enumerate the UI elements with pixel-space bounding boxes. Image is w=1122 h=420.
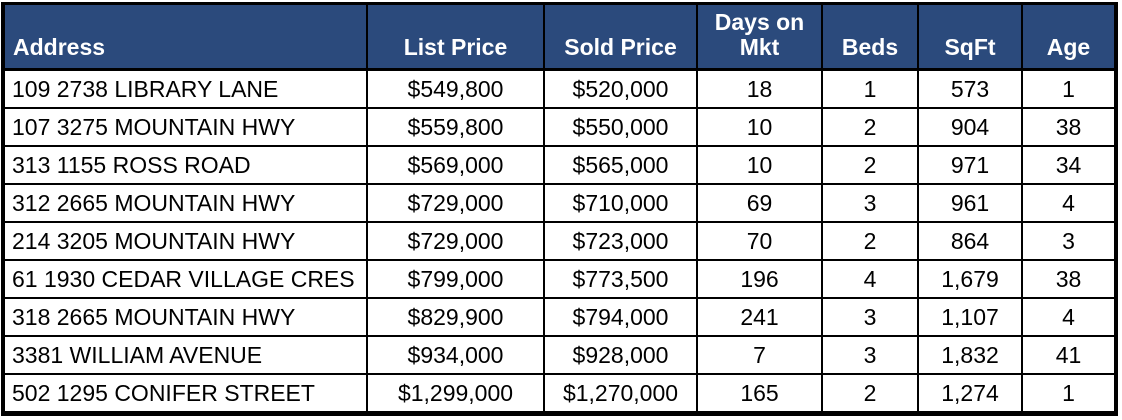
cell-address[interactable]: 3381 WILLIAM AVENUE xyxy=(2,335,368,375)
cell-sqft[interactable]: 1,679 xyxy=(917,259,1023,299)
cell-list_price[interactable]: $729,000 xyxy=(366,221,545,261)
cell-sqft[interactable]: 573 xyxy=(917,68,1023,109)
cell-beds[interactable]: 3 xyxy=(821,335,919,375)
table-row: 502 1295 CONIFER STREET $1,299,000 $1,270,… xyxy=(2,373,1117,415)
cell-beds[interactable]: 3 xyxy=(821,183,919,223)
cell-address[interactable]: 312 2665 MOUNTAIN HWY xyxy=(2,183,368,223)
cell-sold_price[interactable]: $520,000 xyxy=(543,68,698,109)
cell-days_on_mkt[interactable]: 241 xyxy=(696,297,823,337)
cell-age[interactable]: 4 xyxy=(1021,183,1117,223)
cell-age[interactable]: 1 xyxy=(1021,373,1117,415)
column-header-beds[interactable]: Beds xyxy=(821,2,919,71)
cell-age[interactable]: 38 xyxy=(1021,107,1117,147)
cell-beds[interactable]: 2 xyxy=(821,221,919,261)
cell-sqft[interactable]: 864 xyxy=(917,221,1023,261)
header-row: Address List Price Sold Price Days on Mkt Be… xyxy=(2,2,1117,71)
cell-age[interactable]: 4 xyxy=(1021,297,1117,337)
cell-age[interactable]: 34 xyxy=(1021,145,1117,185)
cell-sqft[interactable]: 1,832 xyxy=(917,335,1023,375)
cell-address[interactable]: 214 3205 MOUNTAIN HWY xyxy=(2,221,368,261)
table-row: 312 2665 MOUNTAIN HWY $729,000 $710,000 69 3… xyxy=(2,183,1117,223)
cell-sold_price[interactable]: $723,000 xyxy=(543,221,698,261)
cell-age[interactable]: 1 xyxy=(1021,68,1117,109)
cell-days_on_mkt[interactable]: 10 xyxy=(696,107,823,147)
cell-days_on_mkt[interactable]: 10 xyxy=(696,145,823,185)
cell-sqft[interactable]: 961 xyxy=(917,183,1023,223)
cell-sqft[interactable]: 1,274 xyxy=(917,373,1023,415)
cell-list_price[interactable]: $549,800 xyxy=(366,68,545,109)
cell-beds[interactable]: 4 xyxy=(821,259,919,299)
cell-days_on_mkt[interactable]: 7 xyxy=(696,335,823,375)
cell-days_on_mkt[interactable]: 18 xyxy=(696,68,823,109)
cell-address[interactable]: 313 1155 ROSS ROAD xyxy=(2,145,368,185)
table-row: 61 1930 CEDAR VILLAGE CRES $799,000 $773,5… xyxy=(2,259,1117,299)
cell-address[interactable]: 109 2738 LIBRARY LANE xyxy=(2,68,368,109)
table-row: 109 2738 LIBRARY LANE $549,800 $520,000 18 1… xyxy=(2,68,1117,109)
table-body: 109 2738 LIBRARY LANE $549,800 $520,000 18 1… xyxy=(2,68,1117,415)
cell-list_price[interactable]: $569,000 xyxy=(366,145,545,185)
cell-list_price[interactable]: $1,299,000 xyxy=(366,373,545,415)
table-row: 3381 WILLIAM AVENUE $934,000 $928,000 7 3 1,8… xyxy=(2,335,1117,375)
cell-sold_price[interactable]: $773,500 xyxy=(543,259,698,299)
cell-age[interactable]: 38 xyxy=(1021,259,1117,299)
cell-days_on_mkt[interactable]: 70 xyxy=(696,221,823,261)
cell-address[interactable]: 61 1930 CEDAR VILLAGE CRES xyxy=(2,259,368,299)
cell-beds[interactable]: 3 xyxy=(821,297,919,337)
cell-days_on_mkt[interactable]: 196 xyxy=(696,259,823,299)
column-header-list_price[interactable]: List Price xyxy=(366,2,545,71)
cell-sqft[interactable]: 971 xyxy=(917,145,1023,185)
cell-age[interactable]: 3 xyxy=(1021,221,1117,261)
cell-days_on_mkt[interactable]: 69 xyxy=(696,183,823,223)
cell-sold_price[interactable]: $710,000 xyxy=(543,183,698,223)
cell-beds[interactable]: 2 xyxy=(821,107,919,147)
cell-age[interactable]: 41 xyxy=(1021,335,1117,375)
cell-beds[interactable]: 2 xyxy=(821,373,919,415)
cell-list_price[interactable]: $829,900 xyxy=(366,297,545,337)
cell-list_price[interactable]: $729,000 xyxy=(366,183,545,223)
cell-beds[interactable]: 2 xyxy=(821,145,919,185)
column-header-age[interactable]: Age xyxy=(1021,2,1117,71)
column-header-sqft[interactable]: SqFt xyxy=(917,2,1023,71)
column-header-sold_price[interactable]: Sold Price xyxy=(543,2,698,71)
cell-sold_price[interactable]: $550,000 xyxy=(543,107,698,147)
cell-list_price[interactable]: $799,000 xyxy=(366,259,545,299)
cell-sold_price[interactable]: $928,000 xyxy=(543,335,698,375)
column-header-address[interactable]: Address xyxy=(2,2,368,71)
cell-beds[interactable]: 1 xyxy=(821,68,919,109)
table-row: 313 1155 ROSS ROAD $569,000 $565,000 10 2 971… xyxy=(2,145,1117,185)
cell-address[interactable]: 107 3275 MOUNTAIN HWY xyxy=(2,107,368,147)
cell-days_on_mkt[interactable]: 165 xyxy=(696,373,823,415)
table-row: 107 3275 MOUNTAIN HWY $559,800 $550,000 10 2… xyxy=(2,107,1117,147)
cell-sold_price[interactable]: $794,000 xyxy=(543,297,698,337)
column-header-days_on_mkt[interactable]: Days on Mkt xyxy=(696,2,823,71)
cell-address[interactable]: 318 2665 MOUNTAIN HWY xyxy=(2,297,368,337)
cell-sold_price[interactable]: $565,000 xyxy=(543,145,698,185)
cell-list_price[interactable]: $934,000 xyxy=(366,335,545,375)
table-row: 214 3205 MOUNTAIN HWY $729,000 $723,000 70 2… xyxy=(2,221,1117,261)
cell-address[interactable]: 502 1295 CONIFER STREET xyxy=(2,373,368,415)
cell-sqft[interactable]: 1,107 xyxy=(917,297,1023,337)
cell-sqft[interactable]: 904 xyxy=(917,107,1023,147)
cell-sold_price[interactable]: $1,270,000 xyxy=(543,373,698,415)
cell-list_price[interactable]: $559,800 xyxy=(366,107,545,147)
table-row: 318 2665 MOUNTAIN HWY $829,900 $794,000 241… xyxy=(2,297,1117,337)
